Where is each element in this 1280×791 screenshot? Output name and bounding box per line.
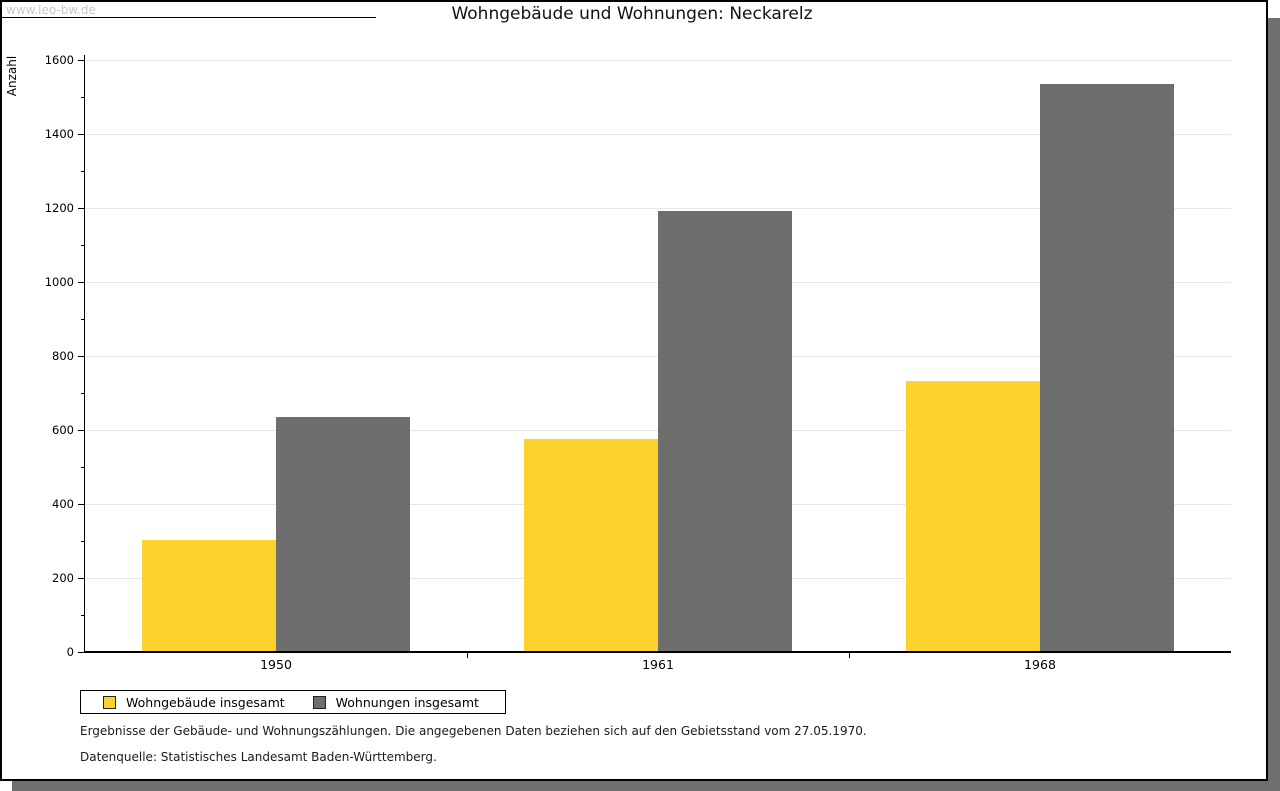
y-major-tick <box>78 430 85 431</box>
y-major-tick <box>78 578 85 579</box>
legend-swatch-wohnungen <box>312 695 326 709</box>
x-boundary-tick <box>467 652 468 658</box>
x-tick-label: 1961 <box>642 657 674 672</box>
chart-title: Wohngebäude und Wohnungen: Neckarelz <box>451 4 813 24</box>
y-tick-label: 200 <box>52 571 74 585</box>
plot-area: 0 200 400 600 800 1000 1200 1400 1600 1950 1961 196… <box>44 53 1231 672</box>
y-major-tick <box>78 282 85 283</box>
y-gridline <box>85 207 1231 209</box>
legend-swatch-wohngebaeude <box>103 695 116 709</box>
legend-label-wohngebaeude: Wohngebäude insgesamt <box>126 694 285 710</box>
y-axis-line <box>84 55 85 652</box>
y-tick-label: 1600 <box>44 53 74 67</box>
bar-1968-series-0 <box>906 380 1040 652</box>
y-tick-label: 0 <box>66 645 74 659</box>
y-major-tick <box>78 60 85 61</box>
x-tick-label: 1968 <box>1024 657 1056 672</box>
footnote-source-note: Ergebnisse der Gebäude- und Wohnungszähl… <box>80 724 867 738</box>
watermark: www.leo-bw.de <box>6 3 96 17</box>
legend: Wohngebäude insgesamt Wohnungen insgesam… <box>80 690 506 714</box>
bar-1961-series-1 <box>658 210 792 652</box>
legend-item-wohnungen: Wohnungen insgesamt <box>312 694 479 710</box>
y-tick-label: 600 <box>52 423 74 437</box>
y-tick-label: 800 <box>52 349 74 363</box>
y-major-tick <box>78 652 85 653</box>
bar-1968-series-1 <box>1040 83 1174 652</box>
bar-1961-series-0 <box>524 439 658 652</box>
y-minor-tick <box>81 319 85 320</box>
y-tick-label: 400 <box>52 497 74 511</box>
y-minor-tick <box>81 615 85 616</box>
y-minor-tick <box>81 245 85 246</box>
y-minor-tick <box>81 541 85 542</box>
y-tick-label: 1400 <box>44 127 74 141</box>
y-major-tick <box>78 504 85 505</box>
y-axis-title: Anzahl <box>5 55 19 97</box>
x-axis-line <box>85 651 1231 653</box>
footnote-data-source: Datenquelle: Statistisches Landesamt Bad… <box>80 750 437 764</box>
drop-shadow-bottom <box>12 781 1268 791</box>
y-tick-label: 1200 <box>44 201 74 215</box>
y-gridline <box>85 59 1231 61</box>
y-major-tick <box>78 208 85 209</box>
y-minor-tick <box>81 467 85 468</box>
header-divider-line <box>0 17 376 18</box>
y-major-tick <box>78 134 85 135</box>
x-boundary-tick <box>849 652 850 658</box>
y-tick-label: 1000 <box>44 275 74 289</box>
bar-1950-series-0 <box>142 540 276 652</box>
x-tick-label: 1950 <box>260 657 292 672</box>
y-gridline <box>85 133 1231 135</box>
drop-shadow-right <box>1268 18 1280 791</box>
y-minor-tick <box>81 393 85 394</box>
y-major-tick <box>78 356 85 357</box>
bar-1950-series-1 <box>276 416 410 652</box>
legend-label-wohnungen: Wohnungen insgesamt <box>335 694 479 710</box>
y-minor-tick <box>81 171 85 172</box>
y-minor-tick <box>81 97 85 98</box>
legend-item-wohngebaeude: Wohngebäude insgesamt <box>103 695 285 710</box>
